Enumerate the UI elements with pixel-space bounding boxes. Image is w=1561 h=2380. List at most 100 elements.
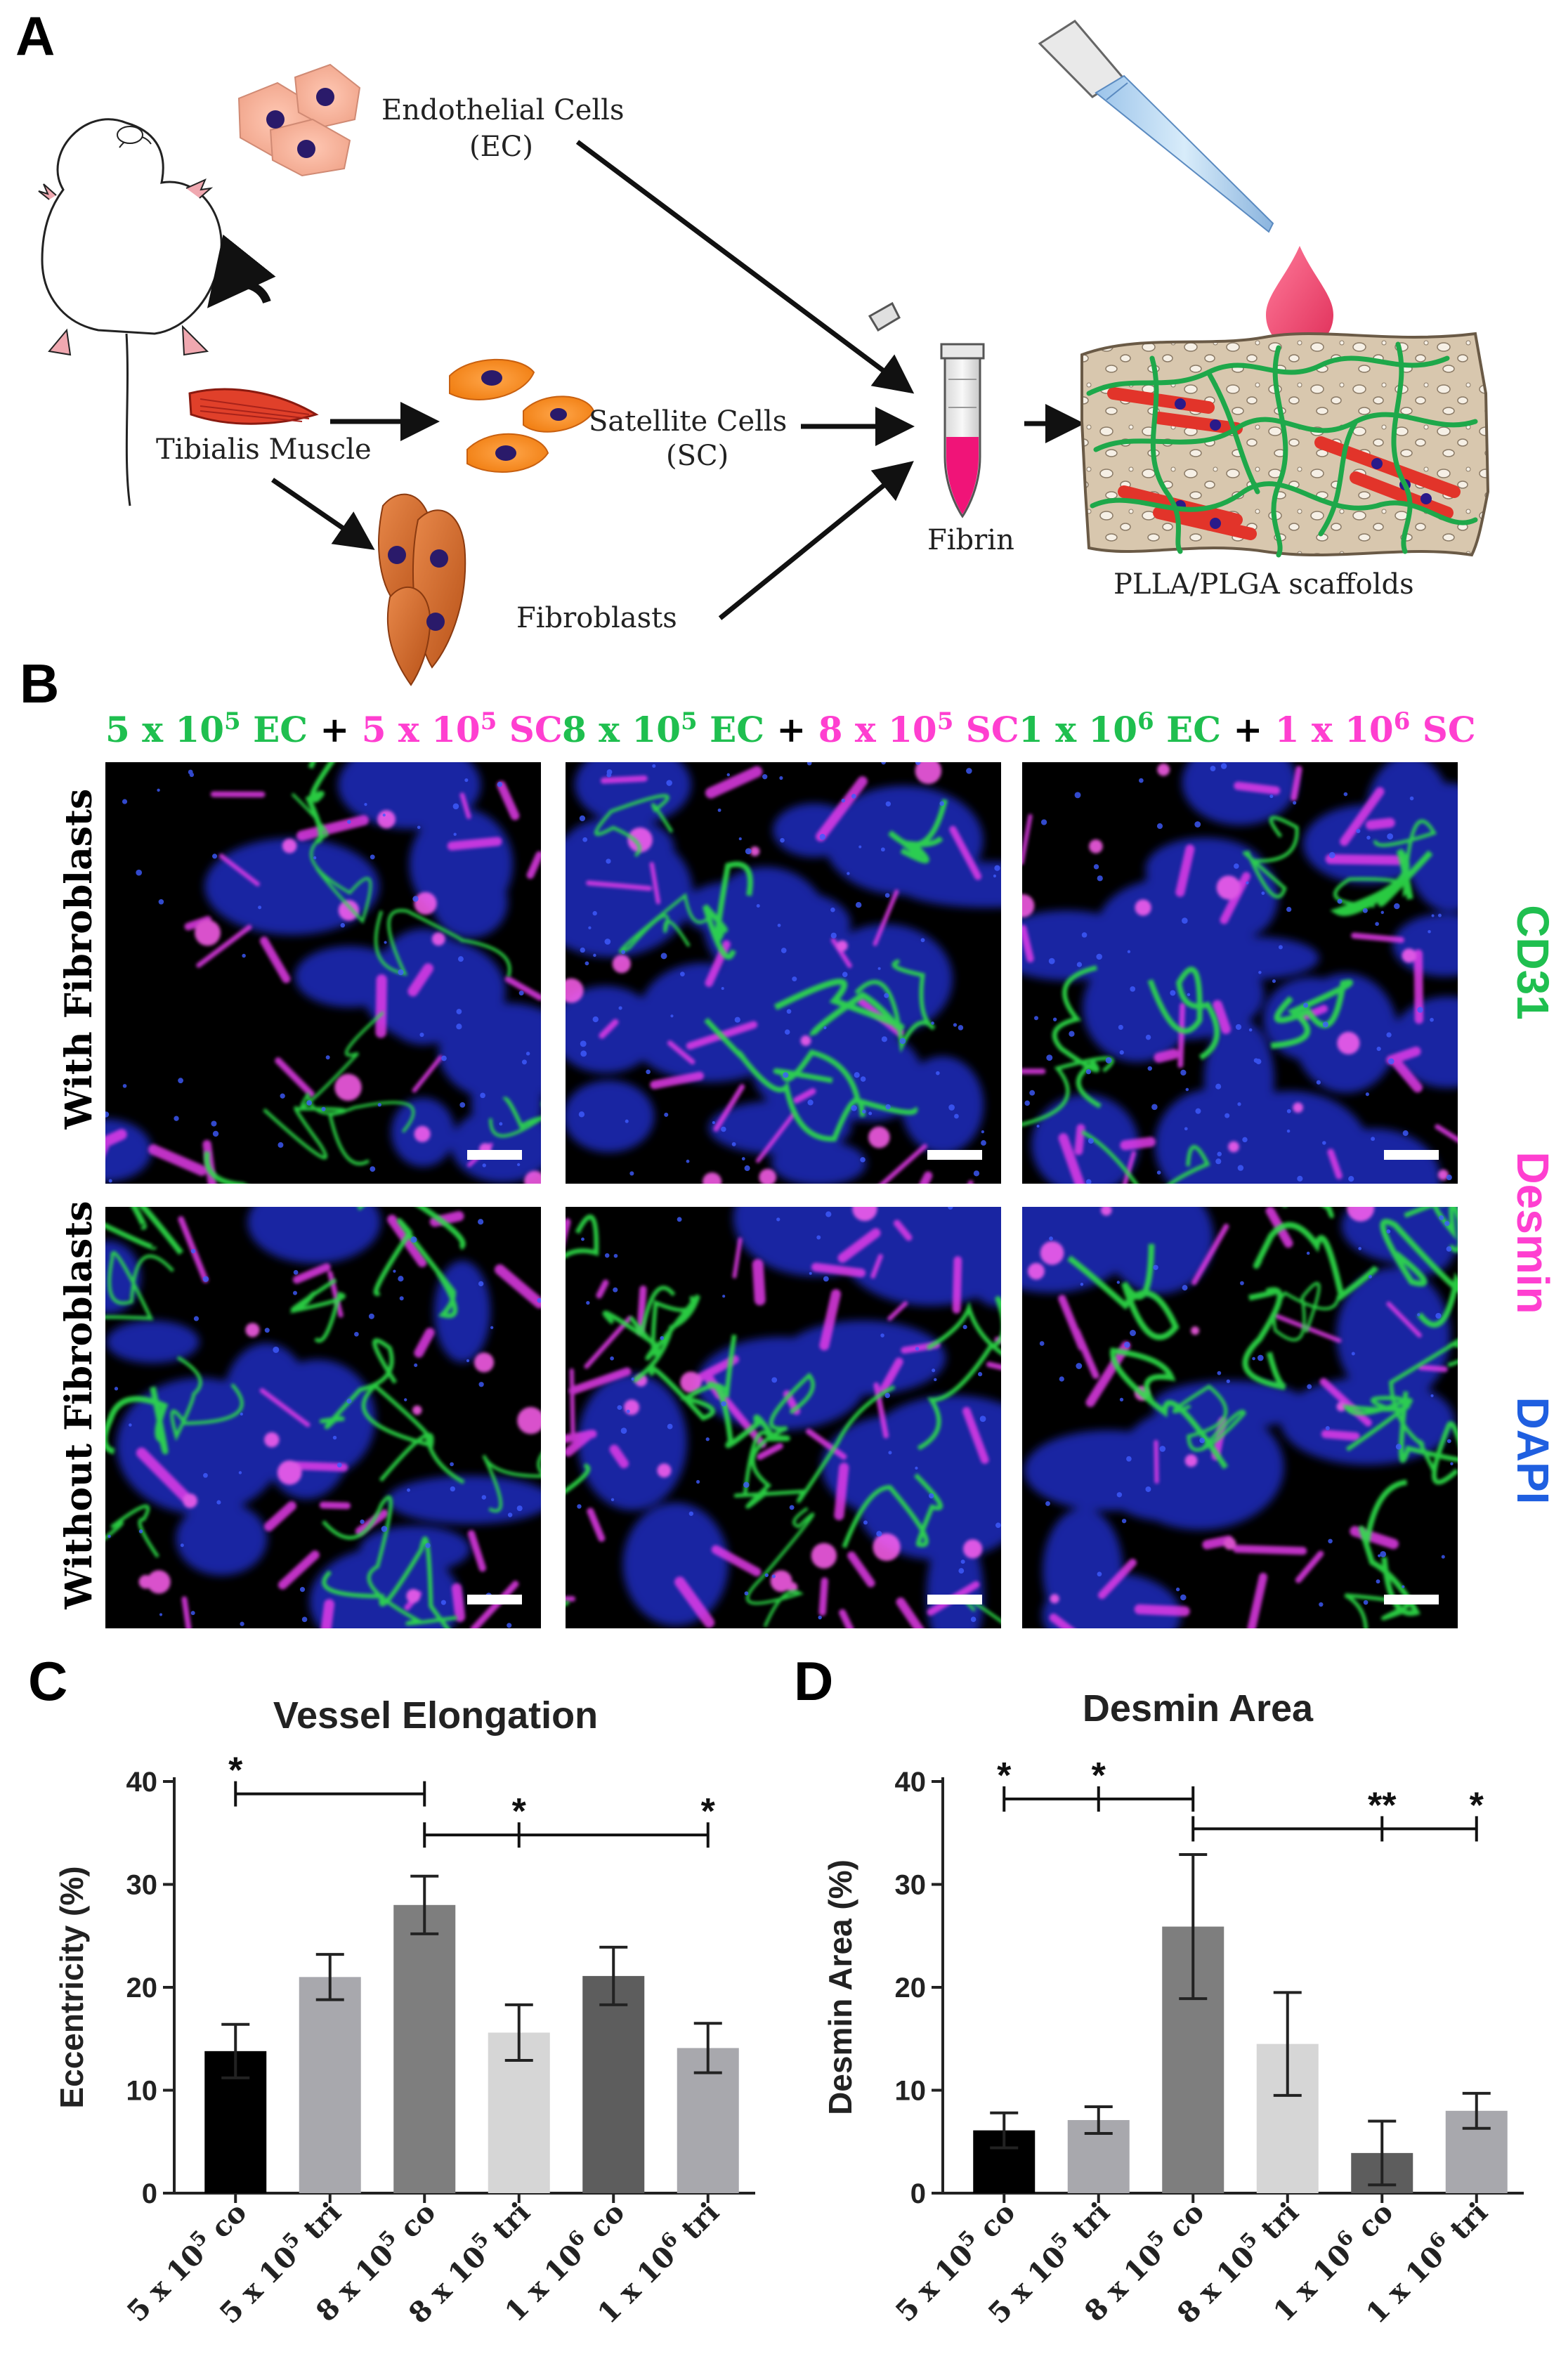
micrograph-tile (105, 762, 541, 1184)
condition-title-part: + (1221, 709, 1275, 750)
error-bar (410, 1874, 439, 1935)
error-bar (1084, 2105, 1113, 2136)
fibrin-tube-icon (868, 301, 985, 518)
condition-title: 1 x 106 EC + 1 x 106 SC (1019, 707, 1476, 750)
scale-bar (467, 1150, 522, 1160)
satellite-cells-icon (449, 358, 595, 473)
fibroblasts-label: Fibroblasts (516, 602, 677, 634)
condition-title-part: EC (241, 709, 308, 750)
condition-titles: 5 x 105 EC + 5 x 105 SC 8 x 105 EC + 8 x … (105, 707, 1476, 750)
scaffold-label: PLLA/PLGA scaffolds (1113, 568, 1414, 601)
condition-title-part: SC (953, 709, 1019, 750)
chart-title: Desmin Area (1083, 1687, 1314, 1730)
condition-title-part: 1 x 10 (1275, 709, 1394, 750)
micrograph-tile (566, 762, 1001, 1184)
fibroblasts-icon (378, 493, 466, 686)
panel-letter-a: A (15, 5, 55, 67)
significance-star: * (997, 1755, 1012, 1796)
y-tick-label: 40 (126, 1767, 158, 1798)
bar (299, 1977, 361, 2193)
ec-label-line2: (EC) (469, 131, 533, 163)
condition-title-part: 6 (1137, 707, 1154, 735)
error-bar (1462, 2091, 1491, 2130)
y-tick-label: 40 (895, 1767, 927, 1798)
significance-star: * (701, 1791, 716, 1832)
condition-title-part: EC (1154, 709, 1221, 750)
scaffold-icon (1080, 332, 1490, 558)
panel-letter-b: B (20, 653, 59, 714)
sc-label-line1: Satellite Cells (589, 405, 787, 438)
tibialis-label: Tibialis Muscle (156, 433, 372, 466)
condition-title-part: SC (1410, 709, 1475, 750)
micrograph-tile (566, 1207, 1001, 1628)
pipette-icon (1038, 20, 1274, 233)
condition-title-part: 1 x 10 (1019, 709, 1137, 750)
condition-title: 5 x 105 EC + 5 x 105 SC (105, 707, 563, 750)
error-bar (221, 2022, 250, 2079)
significance-bracket: * * (423, 1791, 716, 1848)
condition-title-part: 8 x 10 (818, 709, 937, 750)
condition-title-part: 5 (224, 707, 241, 735)
chart-title: Vessel Elongation (273, 1694, 598, 1737)
micrograph-tile (1022, 762, 1458, 1184)
row-label-without-fibroblasts: Without Fibroblasts (58, 1201, 100, 1609)
condition-title-part: + (308, 709, 362, 750)
condition-title-part: EC (698, 709, 764, 750)
condition-title-part: 5 (937, 707, 954, 735)
scale-bar (927, 1595, 982, 1604)
condition-title-part: 5 (681, 707, 698, 735)
condition-title-part: 6 (1394, 707, 1411, 735)
flow-arrows (271, 140, 1085, 620)
error-bar (990, 2111, 1019, 2150)
stain-label-desmin: Desmin (1508, 1151, 1558, 1314)
y-tick-label: 0 (910, 2178, 926, 2209)
condition-title: 8 x 105 EC + 8 x 105 SC (562, 707, 1019, 750)
panel-b: B 5 x 105 EC + 5 x 105 SC 8 x 105 EC + 8 … (20, 653, 1558, 1628)
stain-label-cd31: CD31 (1508, 905, 1558, 1020)
significance-star: * (228, 1751, 243, 1791)
mouse-illustration (38, 118, 276, 506)
fibrin-drop-icon (1266, 246, 1333, 349)
significance-star: ** (1368, 1785, 1397, 1826)
y-tick-label: 10 (126, 2076, 158, 2107)
error-bar (1368, 2119, 1397, 2187)
condition-title-part: 5 (481, 707, 497, 735)
y-tick-label: 20 (895, 1973, 927, 2003)
scale-bar (927, 1150, 982, 1160)
micrograph-grid (105, 762, 1458, 1628)
condition-title-part: 8 x 10 (562, 709, 681, 750)
significance-bracket: * (228, 1751, 426, 1807)
panel-a: A Tibialis Muscle Endothe (15, 5, 1490, 686)
condition-title-part: 5 x 10 (362, 709, 481, 750)
scale-bar (1384, 1150, 1439, 1160)
fibrin-label: Fibrin (927, 524, 1014, 556)
micrograph-tile (105, 1207, 541, 1628)
panel-letter-c: C (28, 1650, 67, 1712)
significance-bracket: * * (997, 1755, 1195, 1812)
error-bar (1179, 1853, 1208, 2001)
tibialis-muscle-icon (188, 388, 319, 425)
y-axis-label: Eccentricity (%) (53, 1866, 90, 2108)
y-axis-label: Desmin Area (%) (822, 1859, 858, 2115)
scale-bar (467, 1595, 522, 1604)
row-label-with-fibroblasts: With Fibroblasts (58, 789, 100, 1130)
y-tick-label: 20 (126, 1973, 158, 2003)
error-bar (1273, 1991, 1302, 2097)
significance-star: * (512, 1791, 527, 1832)
bar (582, 1975, 645, 2193)
significance-star: * (1470, 1785, 1484, 1826)
significance-star: * (1092, 1755, 1106, 1796)
y-tick-label: 0 (142, 2178, 157, 2209)
panel-letter-d: D (794, 1650, 833, 1712)
y-tick-label: 30 (126, 1870, 158, 1901)
chart-vessel-elongation: Vessel Elongation Eccentricity (%) 0 10 20 30… (53, 1694, 755, 2330)
condition-title-part: 5 x 10 (105, 709, 224, 750)
significance-bracket: ** * (1191, 1785, 1484, 1842)
y-tick-label: 10 (895, 2076, 927, 2107)
y-tick-label: 30 (895, 1870, 927, 1901)
sc-label-line2: (SC) (666, 440, 729, 472)
error-bar (315, 1953, 344, 2001)
scale-bar (1384, 1595, 1439, 1604)
